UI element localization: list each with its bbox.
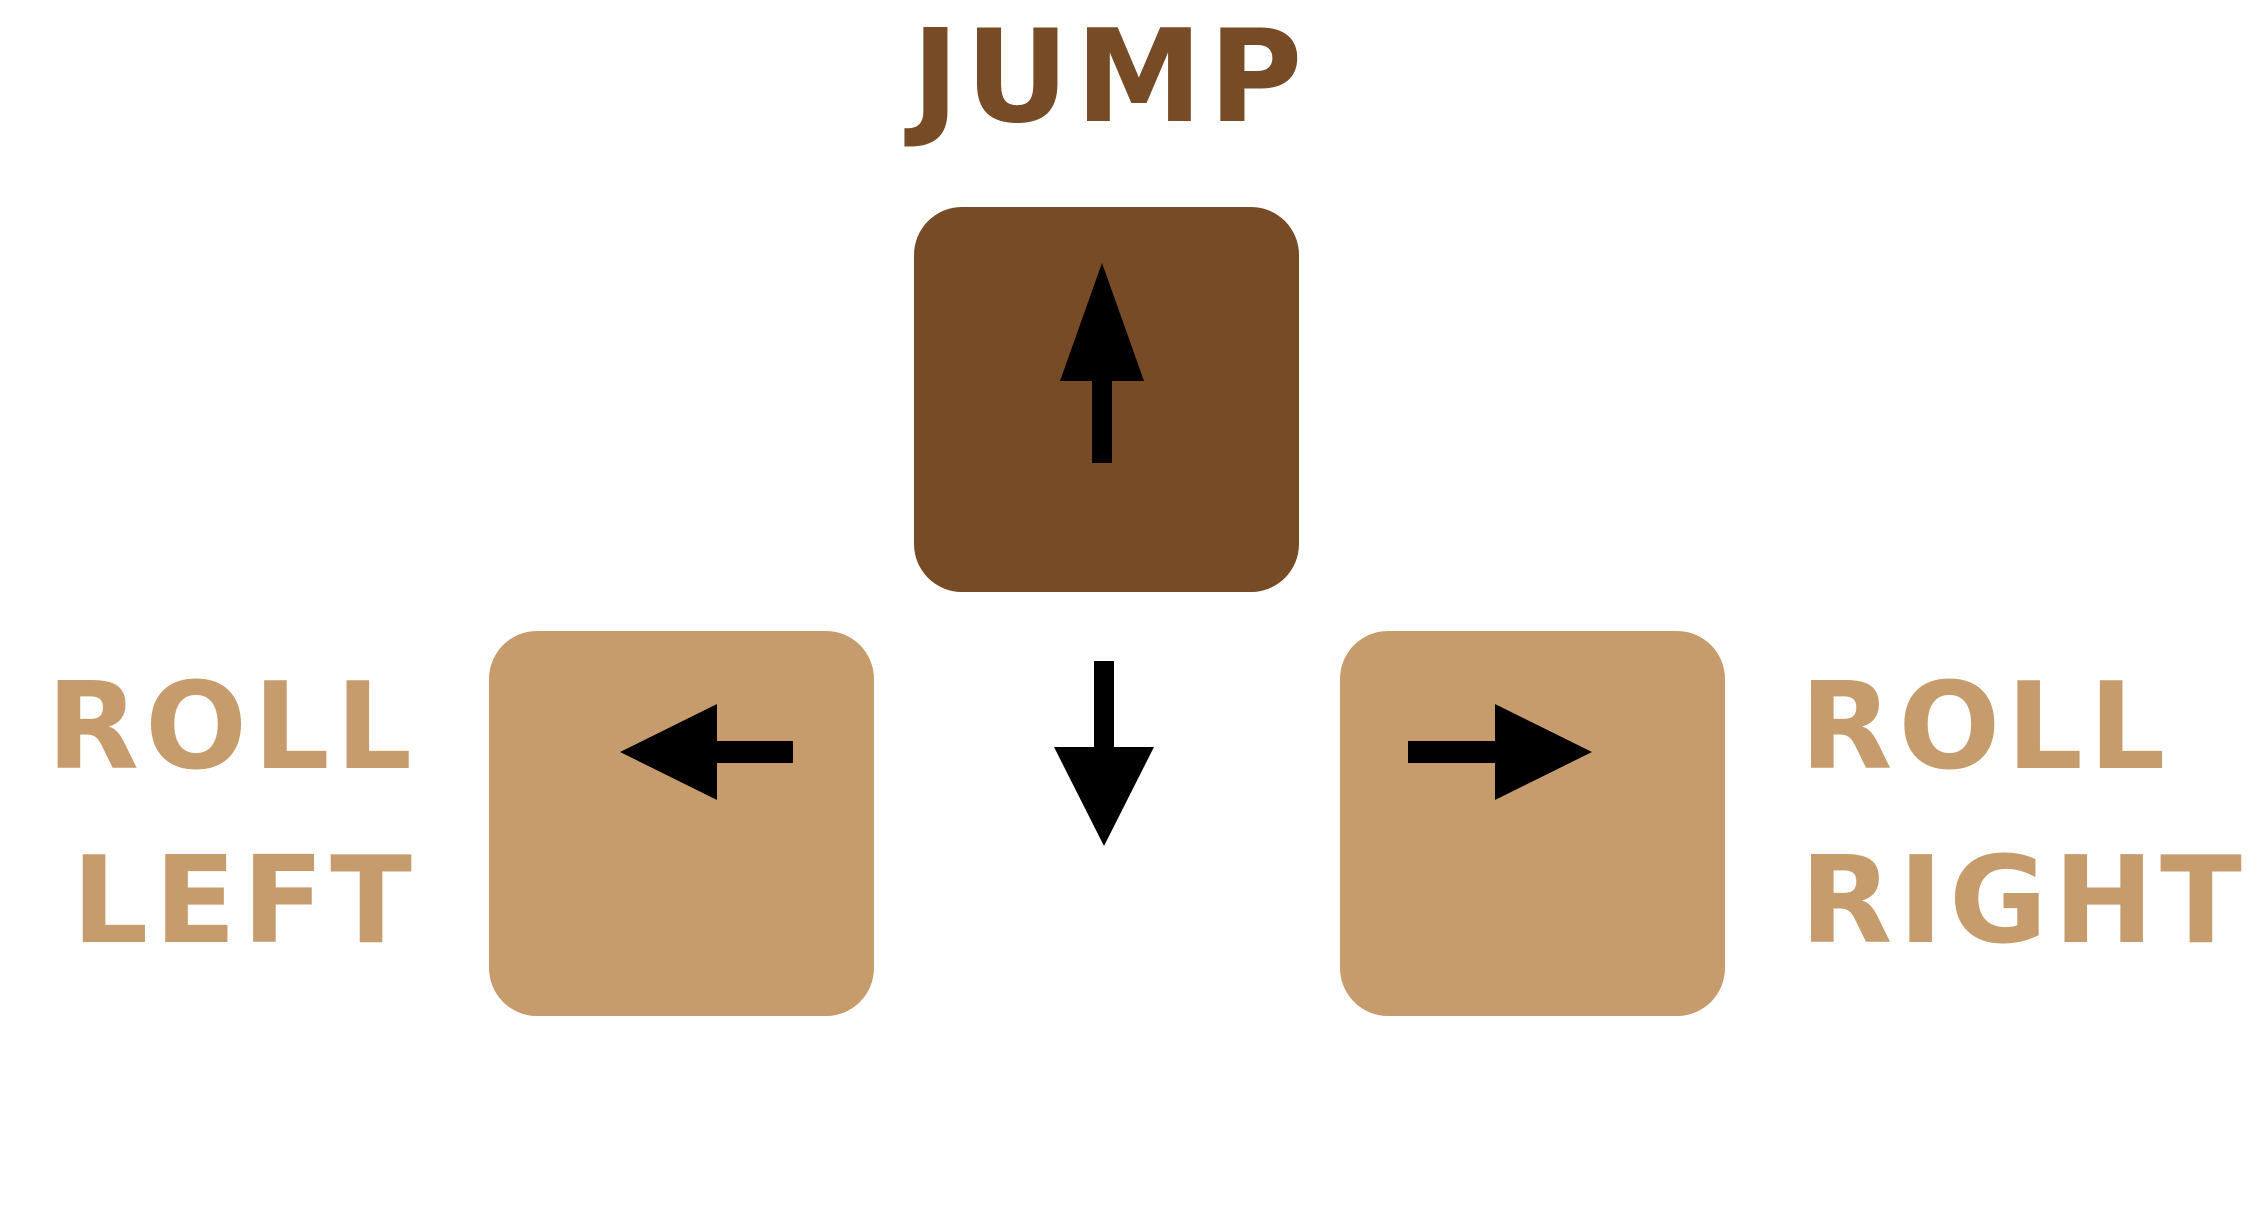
arrow-up-icon <box>1060 263 1144 463</box>
roll-left-label: ROLL LEFT <box>8 668 418 1016</box>
roll-right-label-line1: ROLL <box>1800 658 2172 797</box>
arrow-down-icon <box>1054 661 1154 846</box>
jump-label: JUMP <box>911 3 1309 152</box>
right-arrow-key[interactable] <box>1340 631 1725 1016</box>
roll-right-label-line2: RIGHT <box>1800 832 2248 971</box>
up-arrow-key[interactable] <box>914 207 1299 592</box>
left-arrow-key[interactable] <box>489 631 874 1016</box>
arrow-left-icon <box>620 704 793 800</box>
roll-right-label: ROLL RIGHT <box>1800 668 2268 1016</box>
arrow-right-icon <box>1408 704 1592 800</box>
roll-left-label-line2: LEFT <box>71 832 418 971</box>
roll-left-label-line1: ROLL <box>46 658 418 797</box>
